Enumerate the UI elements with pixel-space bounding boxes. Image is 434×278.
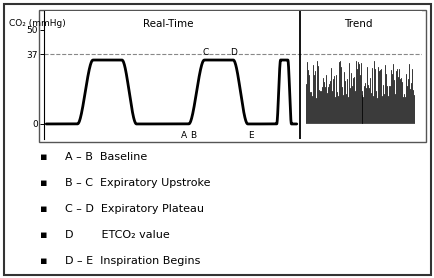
Text: A – B  Baseline: A – B Baseline <box>65 152 147 162</box>
Text: A: A <box>180 131 186 140</box>
Text: B: B <box>189 131 196 140</box>
Text: ▪: ▪ <box>39 256 47 266</box>
Text: D – E  Inspiration Begins: D – E Inspiration Begins <box>65 256 200 266</box>
Text: D: D <box>229 48 236 57</box>
Text: C: C <box>202 48 208 57</box>
Text: ▪: ▪ <box>39 152 47 162</box>
Text: ▪: ▪ <box>39 230 47 240</box>
Text: ▪: ▪ <box>39 203 47 214</box>
Text: ▪: ▪ <box>39 178 47 188</box>
Text: CO₂ (mmHg): CO₂ (mmHg) <box>9 19 65 28</box>
Text: Real-Time: Real-Time <box>143 19 194 29</box>
Text: Trend: Trend <box>343 19 372 29</box>
Text: D        ETCO₂ value: D ETCO₂ value <box>65 230 170 240</box>
Text: E: E <box>247 131 253 140</box>
Text: B – C  Expiratory Upstroke: B – C Expiratory Upstroke <box>65 178 210 188</box>
Text: C – D  Expiratory Plateau: C – D Expiratory Plateau <box>65 203 204 214</box>
